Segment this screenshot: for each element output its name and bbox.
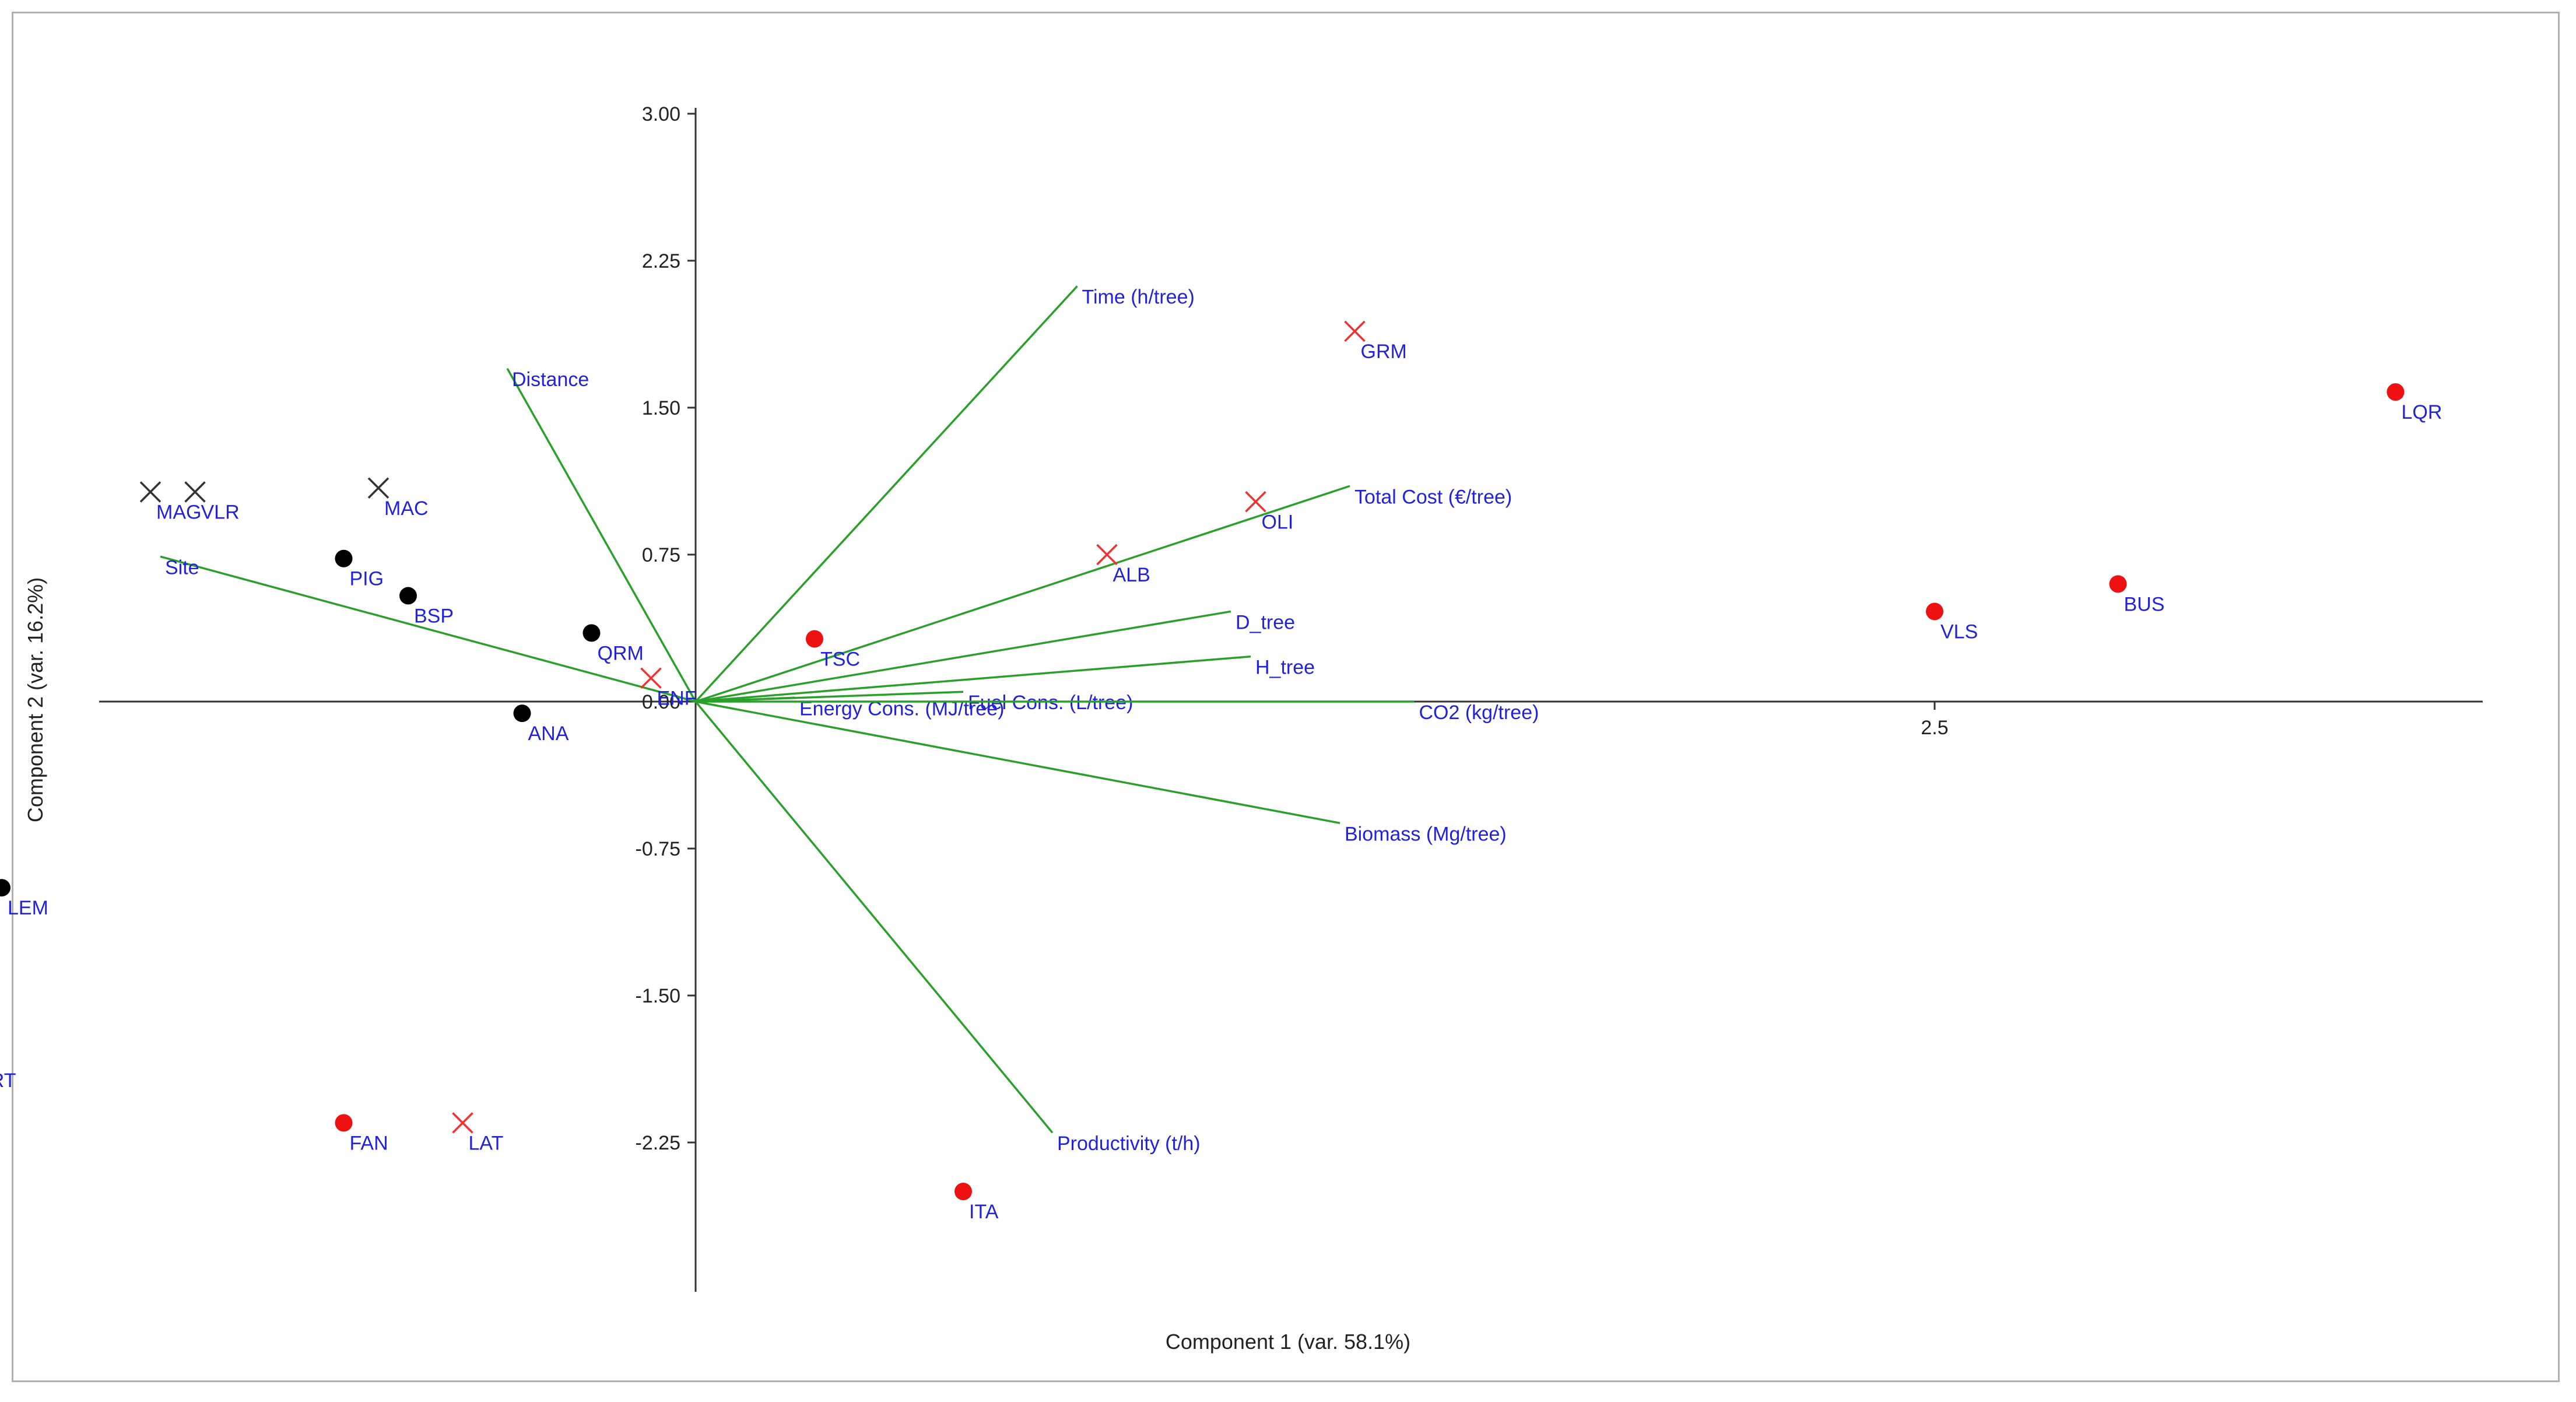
y-tick-label: 0.75 <box>642 544 680 566</box>
score-point-label: OLI <box>1262 511 1294 533</box>
score-point-cross <box>1344 320 1366 342</box>
score-point-label: MAC <box>384 497 429 520</box>
score-point-cross <box>452 1112 473 1134</box>
loading-vector <box>695 700 1340 825</box>
score-point-dot <box>954 1183 972 1200</box>
score-point-dot <box>582 624 601 642</box>
score-point-dot <box>399 587 417 605</box>
score-point-cross <box>139 481 162 503</box>
y-tick-label: 3.00 <box>642 103 680 125</box>
score-point-label: VLS <box>1940 621 1978 643</box>
cross-stroke <box>1344 320 1366 342</box>
score-point-label: BSP <box>414 605 454 628</box>
cross-stroke <box>640 667 662 689</box>
score-point-dot <box>335 1114 353 1132</box>
loading-vector <box>694 285 1078 703</box>
loading-vector <box>695 655 1251 703</box>
loading-label: Distance <box>512 369 589 391</box>
score-point-label: VLR <box>201 501 240 523</box>
loading-label: Biomass (Mg/tree) <box>1345 823 1507 845</box>
score-point-label: ENF <box>657 688 697 710</box>
score-point-dot <box>2109 575 2127 593</box>
loading-label: Site <box>165 556 199 579</box>
score-point-label: MAG <box>156 501 201 523</box>
x-tick-label: 2.5 <box>1921 717 1948 739</box>
loading-label: D_tree <box>1236 611 1295 633</box>
score-point-cross <box>367 477 389 499</box>
y-tick-label: -0.75 <box>636 838 681 860</box>
loading-vectors-layer: Time (h/tree) Distance Total Cost (€/tree)… <box>160 285 1539 1155</box>
score-point-label: ITA <box>969 1201 999 1223</box>
loading-vector <box>160 555 696 703</box>
cross-stroke <box>1096 544 1118 566</box>
x-axis-title: Component 1 (var. 58.1%) <box>1165 1330 1411 1354</box>
cross-stroke <box>184 481 206 503</box>
y-tick-label: -1.50 <box>636 985 681 1007</box>
y-axis-title: Component 2 (var. 16.2%) <box>23 577 47 823</box>
score-point-cross <box>1096 544 1118 566</box>
scores-layer: OTTSSBINFMTCMAGVLRMACVTRGRMOLIALBENFITPA… <box>0 320 2442 1223</box>
score-point-label: LEM <box>8 897 48 919</box>
y-tick-label: -2.25 <box>636 1132 681 1154</box>
loading-label: Productivity (t/h) <box>1057 1133 1201 1155</box>
loading-label: H_tree <box>1255 657 1315 679</box>
cross-stroke <box>1245 491 1266 513</box>
score-point-dot <box>0 879 10 897</box>
score-point-dot <box>1926 602 1943 621</box>
score-point-dot <box>2387 383 2405 401</box>
score-point-dot <box>335 549 353 567</box>
loading-label: Total Cost (€/tree) <box>1354 486 1512 508</box>
loading-vector <box>694 700 1054 1134</box>
score-point-label: TSC <box>820 648 860 670</box>
cross-stroke <box>139 481 162 503</box>
score-point-label: LAT <box>469 1132 504 1154</box>
score-point-cross <box>184 481 206 503</box>
score-point-dot <box>806 630 823 648</box>
score-point-label: ALB <box>1113 564 1150 586</box>
score-point-label: FAN <box>350 1132 388 1154</box>
loading-label: Fuel Cons. (L/tree) <box>968 692 1133 714</box>
score-point-label: BUS <box>2124 593 2165 615</box>
y-tick-label: 1.50 <box>642 397 680 419</box>
score-point-label: FRT <box>0 1070 16 1092</box>
loading-vector <box>506 367 697 702</box>
score-point-label: QRM <box>598 642 644 664</box>
score-point-cross <box>640 667 662 689</box>
cross-stroke <box>452 1112 473 1134</box>
loading-vector <box>695 610 1231 703</box>
cross-stroke <box>367 477 389 499</box>
score-point-cross <box>1245 491 1266 513</box>
y-tick-label: 2.25 <box>642 250 680 272</box>
score-point-label: LQR <box>2402 401 2442 423</box>
chart-frame <box>12 12 2560 1382</box>
axes-layer: -2.52.55.07.53.002.251.500.750.00-0.75-1… <box>99 103 2483 1292</box>
score-point-dot <box>513 704 531 723</box>
score-point-label: ANA <box>528 723 569 745</box>
loading-label: CO2 (kg/tree) <box>1419 702 1539 724</box>
score-point-label: PIG <box>350 568 384 590</box>
score-point-label: GRM <box>1361 341 1407 363</box>
loading-vector <box>695 485 1350 703</box>
loading-label: Time (h/tree) <box>1082 286 1195 309</box>
